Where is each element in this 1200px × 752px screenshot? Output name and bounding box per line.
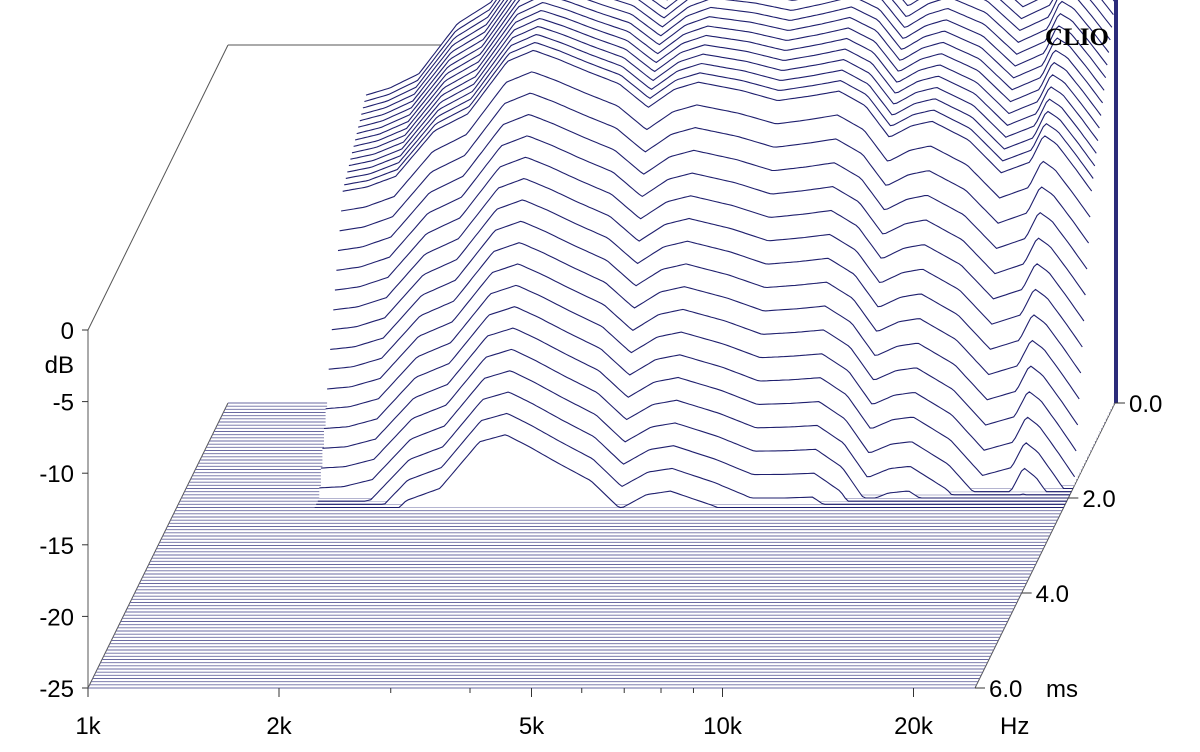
slice-line bbox=[330, 220, 1080, 400]
outline-left-top bbox=[87, 44, 229, 331]
y-tick-label: -15 bbox=[39, 533, 74, 560]
y-axis-unit-label: dB bbox=[45, 352, 74, 379]
y-tick-label: -5 bbox=[53, 390, 74, 417]
slice-line bbox=[319, 370, 1069, 499]
z-tick-label: 2.0 bbox=[1082, 486, 1115, 513]
y-tick-label: -20 bbox=[39, 604, 74, 631]
y-tick-label: -25 bbox=[39, 676, 74, 703]
slice-line bbox=[325, 284, 1076, 478]
z-axis-unit-label: ms bbox=[1046, 676, 1078, 703]
slice-line bbox=[342, 49, 1093, 192]
slice-line bbox=[350, 10, 1100, 160]
slice-line bbox=[316, 412, 1066, 505]
z-tick-label: 4.0 bbox=[1036, 581, 1069, 608]
z-tick-label: 0.0 bbox=[1129, 391, 1162, 418]
axis-tick-marks bbox=[82, 329, 1125, 697]
slice-line bbox=[339, 92, 1090, 244]
slice-fill bbox=[314, 434, 1064, 508]
slice-line bbox=[359, 0, 1110, 122]
slice-line bbox=[341, 71, 1091, 218]
y-tick-label: 0 bbox=[61, 318, 74, 345]
slice-line bbox=[356, 0, 1107, 135]
z-tick-label: 6.0 bbox=[989, 676, 1022, 703]
slice-line bbox=[322, 327, 1072, 493]
axis-labels: 1k 2k 5k 10k 20k Hz 0 -5 -10 -15 -20 -25 dB 0.0 2.0 4.0… bbox=[39, 318, 1162, 740]
slice-line bbox=[328, 242, 1079, 426]
slice-line bbox=[334, 156, 1085, 322]
decay-slices bbox=[314, 0, 1118, 509]
slice-line bbox=[336, 135, 1086, 296]
slice-line bbox=[331, 199, 1082, 374]
x-axis-unit-label: Hz bbox=[1000, 713, 1029, 740]
slice-line bbox=[354, 0, 1105, 141]
brand-label: CLIO bbox=[1045, 24, 1109, 51]
slice-line bbox=[333, 178, 1083, 348]
slice-line bbox=[314, 434, 1064, 509]
y-tick-label: -10 bbox=[39, 461, 74, 488]
x-tick-label: 5k bbox=[519, 713, 545, 740]
slice-line bbox=[353, 0, 1104, 147]
slice-line bbox=[365, 0, 1116, 96]
slice-line bbox=[345, 34, 1096, 179]
x-tick-label: 10k bbox=[703, 713, 743, 740]
slice-line bbox=[362, 0, 1113, 109]
x-tick-label: 1k bbox=[75, 713, 101, 740]
slice-line bbox=[327, 263, 1077, 452]
slice-line bbox=[358, 0, 1108, 128]
slice-line bbox=[320, 348, 1070, 496]
slice-line bbox=[364, 0, 1114, 103]
x-tick-label: 20k bbox=[894, 713, 934, 740]
slice-line bbox=[317, 391, 1067, 502]
slice-line bbox=[348, 18, 1099, 167]
slice-line bbox=[344, 42, 1094, 186]
slice-line bbox=[323, 306, 1073, 490]
slice-line bbox=[361, 0, 1111, 115]
slice-line bbox=[337, 114, 1088, 270]
slice-line bbox=[351, 2, 1102, 154]
x-tick-label: 2k bbox=[266, 713, 292, 740]
slice-line bbox=[347, 26, 1097, 173]
